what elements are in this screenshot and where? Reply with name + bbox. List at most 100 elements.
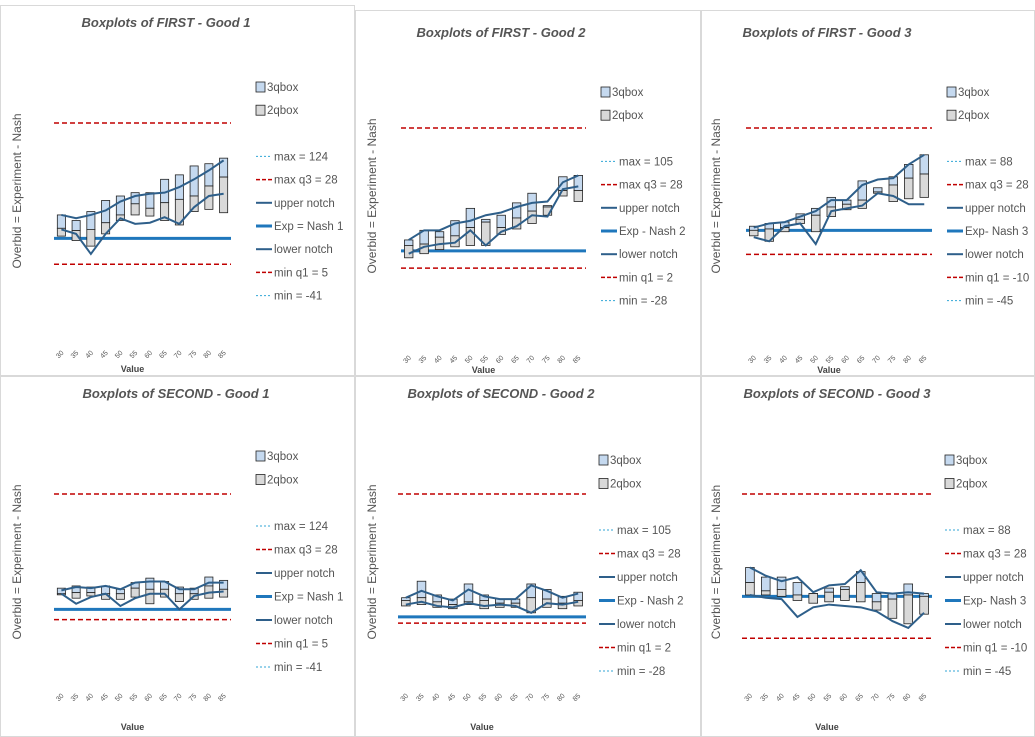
box-lower: [174, 593, 184, 602]
box-lower: [130, 587, 140, 598]
chart-svg: Boxplots of FIRST - Good 3 Overbid = Expe…: [709, 25, 1029, 375]
legend-label-upper-notch: upper notch: [274, 198, 335, 210]
legend-swatch-3qbox: [255, 81, 266, 93]
box-lower: [887, 598, 898, 619]
chart-title: Boxplots of FIRST - Good 3: [743, 25, 913, 40]
box-lower: [760, 590, 771, 596]
upper-notch-line: [61, 580, 224, 592]
legend-label-3qbox: 3qbox: [958, 87, 990, 99]
box-lower: [465, 227, 476, 246]
x-tick-label: 40: [85, 693, 96, 704]
box-upper: [760, 576, 771, 592]
legend-label-min: min = -41: [274, 291, 322, 303]
box-upper: [776, 576, 787, 590]
legend-label-3qbox: 3qbox: [267, 451, 299, 463]
x-tick-label: 65: [158, 350, 169, 361]
lower-notch-line: [405, 600, 579, 614]
legend-label-min: min = -45: [963, 666, 1011, 678]
box-lower: [811, 214, 821, 233]
x-tick-label: 35: [418, 355, 429, 366]
box-lower: [745, 582, 755, 596]
box-lower: [888, 184, 898, 202]
box-lower: [573, 190, 583, 202]
legend-label-2qbox: 2qbox: [610, 479, 642, 491]
box-upper: [204, 163, 214, 187]
x-tick-label: 65: [509, 693, 520, 704]
x-tick-label: 85: [217, 350, 228, 361]
x-tick-label: 70: [871, 355, 882, 366]
box-lower: [450, 235, 460, 248]
x-tick-label: 30: [402, 355, 413, 366]
box-lower: [903, 594, 914, 625]
x-tick-label: 75: [887, 355, 898, 366]
legend-label-3qbox: 3qbox: [956, 455, 988, 467]
legend-label-max: max = 124: [274, 521, 329, 533]
y-axis-label: Overbid = Experiment - Nash: [365, 118, 379, 273]
x-tick-label: 55: [129, 350, 140, 361]
x-tick-label: 55: [129, 693, 140, 704]
chart-svg: Boxplots of FIRST - Good 1 Overbid = Expe…: [10, 15, 343, 374]
x-tick-label: 40: [85, 350, 96, 361]
x-tick-label: 35: [415, 693, 426, 704]
legend-swatch-2qbox: [255, 104, 266, 116]
box-lower: [857, 199, 867, 209]
chart-panel-first-good1: Boxplots of FIRST - Good 1 Overbid = Expe…: [0, 5, 355, 376]
x-tick-label: 85: [217, 693, 228, 704]
legend-swatch-2qbox: [255, 474, 266, 485]
box-upper: [71, 220, 81, 231]
legend-label-upper-notch: upper notch: [963, 572, 1024, 584]
box-upper: [404, 239, 414, 246]
chart-title: Boxplots of FIRST - Good 1: [82, 15, 251, 30]
box-upper: [465, 207, 476, 228]
x-tick-label: 45: [794, 355, 805, 366]
x-tick-label: 85: [918, 355, 929, 366]
x-axis-label: Value: [121, 364, 145, 374]
x-tick-label: 50: [114, 693, 125, 704]
box-lower: [130, 203, 140, 216]
legend-label-min-q1: min q1 = 5: [274, 267, 328, 279]
box-upper: [130, 192, 140, 205]
x-tick-label: 85: [918, 693, 929, 704]
x-tick-label: 55: [823, 693, 834, 704]
x-tick-label: 35: [759, 693, 770, 704]
chart-svg: Boxplots of SECOND - Good 3 Cverbid = Exp…: [709, 386, 1027, 732]
box-lower: [145, 207, 155, 217]
box-lower: [904, 177, 914, 200]
x-tick-label: 75: [886, 693, 897, 704]
box-upper: [873, 187, 883, 193]
legend-label-upper-notch: upper notch: [617, 572, 678, 584]
legend-label-max: max = 105: [617, 525, 671, 537]
legend-label-upper-notch: upper notch: [274, 568, 335, 580]
legend-label-min-q1: min q1 = -10: [965, 272, 1029, 284]
lower-notch-line: [408, 185, 579, 255]
x-tick-label: 45: [791, 693, 802, 704]
x-tick-label: 45: [99, 693, 110, 704]
x-tick-label: 60: [840, 355, 851, 366]
box-lower: [71, 592, 81, 599]
legend-swatch-3qbox: [946, 86, 957, 98]
legend-swatch-2qbox: [944, 478, 955, 489]
x-tick-label: 75: [541, 693, 552, 704]
box-upper: [115, 195, 125, 216]
legend-label-min: min = -45: [965, 296, 1013, 308]
x-tick-label: 40: [778, 355, 789, 366]
x-tick-label: 75: [541, 355, 552, 366]
box-lower: [115, 593, 125, 600]
x-tick-label: 35: [70, 693, 81, 704]
chart-title: Boxplots of SECOND - Good 3: [743, 386, 931, 401]
chart-svg: Boxplots of SECOND - Good 2 Overbid = Exp…: [365, 386, 683, 732]
legend-label-min-q1: min q1 = 2: [617, 643, 671, 655]
legend-label-lower-notch: lower notch: [963, 619, 1022, 631]
x-tick-label: 45: [449, 355, 460, 366]
chart-title: Boxplots of SECOND - Good 1: [82, 386, 269, 401]
box-lower: [855, 582, 866, 603]
x-tick-label: 65: [856, 355, 867, 366]
legend-label-upper-notch: upper notch: [619, 203, 680, 215]
x-tick-label: 55: [479, 355, 490, 366]
y-axis-label: Overbid = Experiment - Nash: [709, 118, 723, 273]
x-tick-label: 60: [495, 355, 506, 366]
legend-label-exp-nash: Exp = Nash 1: [274, 221, 343, 233]
legend-label-min: min = -41: [274, 662, 322, 674]
legend-label-min-q1: min q1 = -10: [963, 643, 1027, 655]
legend-label-lower-notch: lower notch: [619, 249, 678, 261]
